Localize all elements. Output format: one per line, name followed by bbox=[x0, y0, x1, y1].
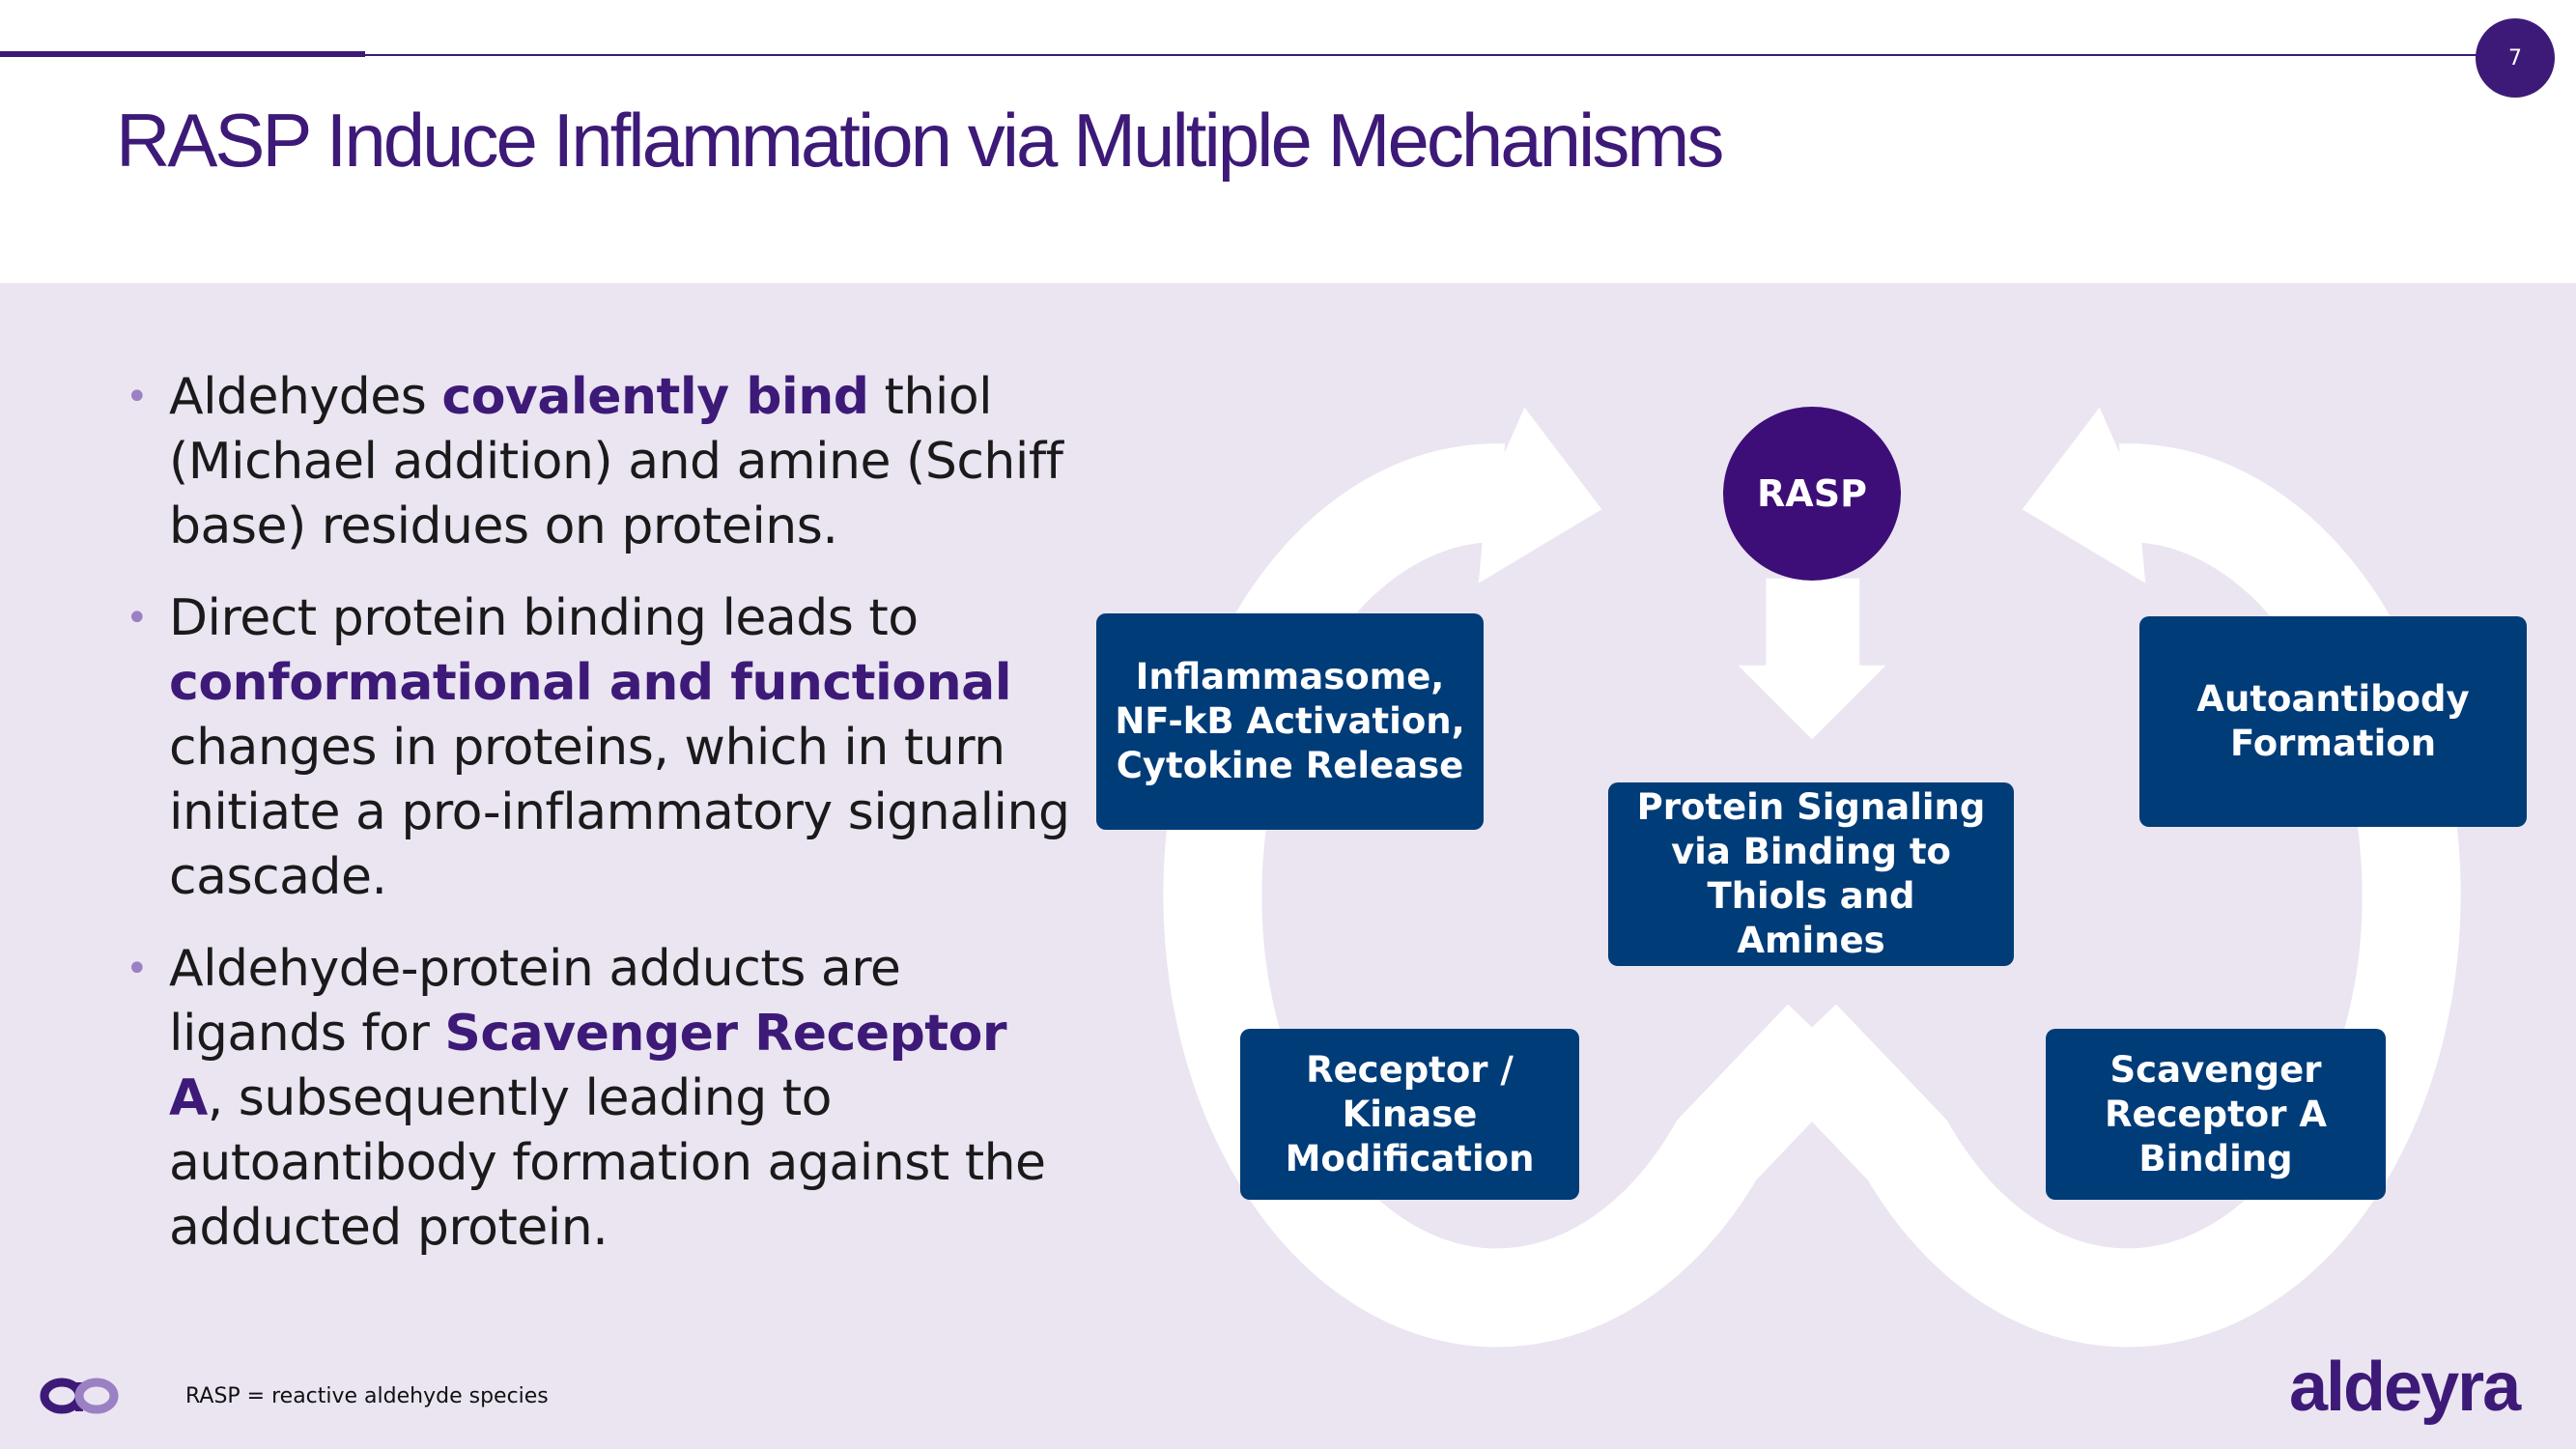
scavenger-receptor-box: Scavenger Receptor A Binding bbox=[2046, 1029, 2386, 1200]
down-arrow bbox=[1738, 578, 1886, 740]
autoantibody-box: Autoantibody Formation bbox=[2139, 616, 2527, 827]
bullet-item: • Direct protein binding leads to conform… bbox=[126, 586, 1072, 910]
bullet-list: • Aldehydes covalently bind thiol (Michae… bbox=[126, 365, 1072, 1288]
bullet-text: , subsequently leading to autoantibody f… bbox=[169, 1069, 1046, 1257]
bullet-text: thiol (Michael addition) and amine (Schi… bbox=[169, 368, 1063, 555]
bullet-dot-icon: • bbox=[126, 375, 149, 419]
bullet-item: • Aldehyde-protein adducts are ligands fo… bbox=[126, 937, 1072, 1261]
bullet-item: • Aldehydes covalently bind thiol (Michae… bbox=[126, 365, 1072, 559]
bullet-text: Direct protein binding leads to bbox=[169, 589, 919, 647]
protein-signaling-box: Protein Signaling via Binding to Thiols … bbox=[1608, 782, 2014, 966]
slide-title: RASP Induce Inflammation via Multiple Me… bbox=[116, 98, 1724, 183]
bullet-text: Aldehydes bbox=[169, 368, 442, 426]
page-number-badge: 7 bbox=[2476, 18, 2555, 98]
bullet-highlight: conformational and functional bbox=[169, 654, 1012, 712]
footnote: RASP = reactive aldehyde species bbox=[185, 1384, 549, 1408]
aldeyra-symbol-logo bbox=[40, 1378, 119, 1414]
bullet-dot-icon: • bbox=[126, 947, 149, 991]
bullet-highlight: covalently bind bbox=[441, 368, 869, 426]
bullet-text: Aldehyde-protein adducts are ligands for bbox=[169, 940, 901, 1063]
inflammasome-box: Inflammasome, NF-kB Activation, Cytokine… bbox=[1096, 613, 1484, 830]
aldeyra-wordmark-logo: aldeyra bbox=[2289, 1349, 2521, 1426]
rasp-node: RASP bbox=[1723, 407, 1901, 581]
header-line bbox=[0, 54, 2492, 56]
bullet-dot-icon: • bbox=[126, 596, 149, 640]
bullet-text: changes in proteins, which in turn initi… bbox=[169, 719, 1070, 906]
receptor-kinase-box: Receptor / Kinase Modification bbox=[1240, 1029, 1579, 1200]
bullet-highlight: Scavenger Receptor A bbox=[169, 1005, 1007, 1127]
